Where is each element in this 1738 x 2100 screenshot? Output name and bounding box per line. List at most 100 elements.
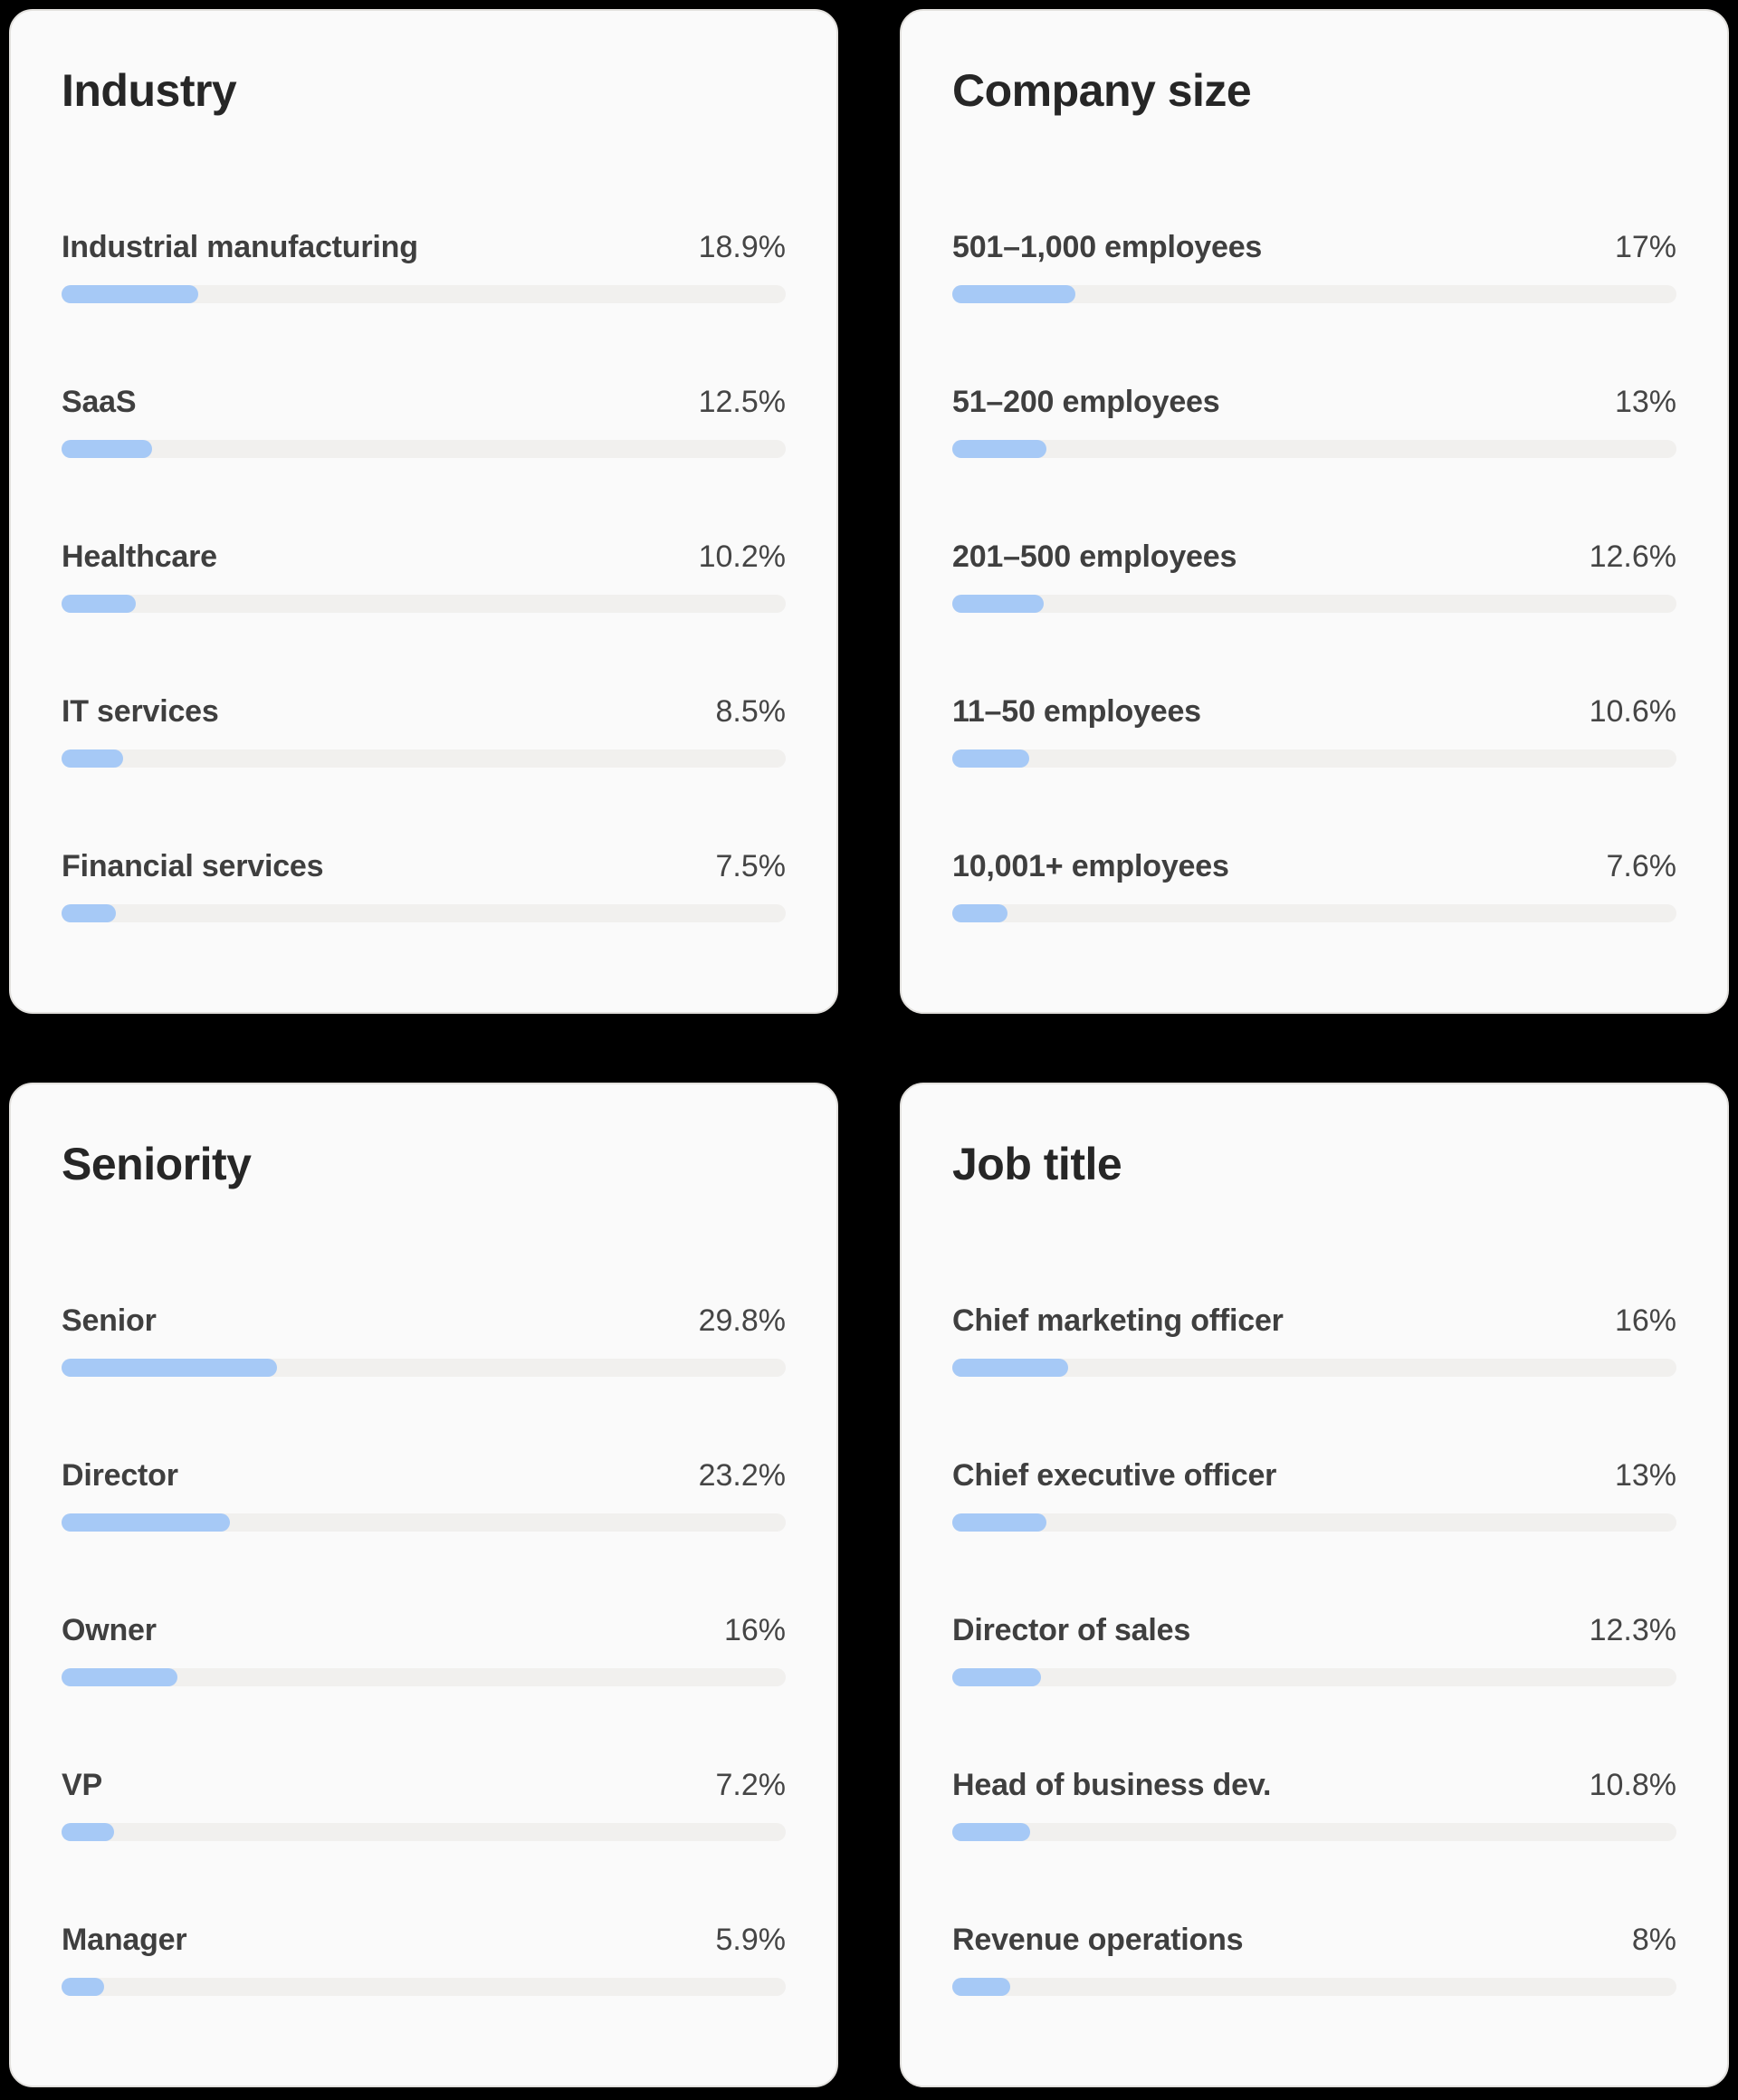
card-seniority: Seniority Senior 29.8% Director 23.2% Ow… [9,1083,838,2087]
stat-value: 10.6% [1589,693,1676,729]
progress-fill [62,1977,105,1996]
stat-value: 7.6% [1606,848,1677,883]
progress-fill [62,1667,177,1686]
stat-row-head: IT services 8.5% [62,694,786,730]
progress-track [952,1822,1676,1841]
progress-track [62,284,786,303]
stat-value: 13% [1614,384,1676,419]
progress-fill [62,903,116,922]
stat-label: 201–500 employees [952,539,1237,574]
stat-value: 7.5% [715,848,787,883]
stat-row-head: Director 23.2% [62,1458,786,1494]
stat-value: 13% [1614,1457,1676,1493]
stat-label: 10,001+ employees [952,848,1229,883]
stat-row-head: Head of business dev. 10.8% [952,1768,1676,1803]
progress-track [62,1513,786,1532]
stat-row-seniority-3: VP 7.2% [62,1768,786,1841]
stat-value: 12.5% [698,384,786,419]
stat-label: Industrial manufacturing [62,229,418,264]
stat-value: 16% [723,1612,786,1647]
progress-fill [952,1977,1010,1996]
progress-fill [62,284,199,303]
card-title: Job title [952,1139,1122,1189]
stat-row-head: 201–500 employees 12.6% [952,539,1676,575]
stat-label: Manager [62,1922,187,1957]
card-title: Industry [62,65,237,116]
stat-row-head: Healthcare 10.2% [62,539,786,575]
progress-fill [62,1822,114,1841]
stat-label: Director [62,1457,178,1493]
stat-value: 29.8% [698,1303,786,1338]
progress-fill [62,1358,278,1377]
stat-row-head: Owner 16% [62,1613,786,1648]
stat-label: 51–200 employees [952,384,1220,419]
stat-label: Owner [62,1612,157,1647]
stat-label: Chief executive officer [952,1457,1277,1493]
stat-row-head: Chief marketing officer 16% [952,1303,1676,1339]
progress-track [62,1822,786,1841]
stat-label: Healthcare [62,539,217,574]
card-rows: 501–1,000 employees 17% 51–200 employees… [952,230,1676,922]
stat-row-company-size-1: 51–200 employees 13% [952,385,1676,458]
card-rows: Industrial manufacturing 18.9% SaaS 12.5… [62,230,786,922]
stat-label: Director of sales [952,1612,1191,1647]
stat-row-head: Revenue operations 8% [952,1923,1676,1958]
progress-fill [952,594,1044,613]
stat-value: 10.8% [1589,1767,1676,1802]
progress-fill [952,1667,1042,1686]
progress-track [62,903,786,922]
card-company-size: Company size 501–1,000 employees 17% 51–… [900,9,1729,1014]
progress-fill [952,1358,1068,1377]
progress-track [62,1667,786,1686]
progress-track [952,439,1676,458]
progress-fill [952,1822,1031,1841]
progress-track [952,749,1676,768]
stat-row-industry-1: SaaS 12.5% [62,385,786,458]
stat-row-head: Financial services 7.5% [62,849,786,884]
stat-row-head: Industrial manufacturing 18.9% [62,230,786,265]
stat-value: 8.5% [715,693,787,729]
stat-row-head: 10,001+ employees 7.6% [952,849,1676,884]
stat-row-head: Senior 29.8% [62,1303,786,1339]
progress-track [62,1977,786,1996]
progress-fill [952,284,1075,303]
stat-row-company-size-3: 11–50 employees 10.6% [952,694,1676,768]
progress-track [952,1977,1676,1996]
progress-track [62,439,786,458]
stat-row-company-size-2: 201–500 employees 12.6% [952,539,1676,613]
stat-label: Senior [62,1303,157,1338]
stat-value: 17% [1614,229,1676,264]
stat-row-company-size-0: 501–1,000 employees 17% [952,230,1676,303]
progress-fill [952,439,1046,458]
stat-value: 12.6% [1589,539,1676,574]
card-title: Seniority [62,1139,252,1189]
stat-value: 10.2% [698,539,786,574]
stat-row-industry-2: Healthcare 10.2% [62,539,786,613]
progress-track [952,594,1676,613]
stat-row-industry-4: Financial services 7.5% [62,849,786,922]
stat-row-seniority-2: Owner 16% [62,1613,786,1686]
card-rows: Senior 29.8% Director 23.2% Owner 16% VP… [62,1303,786,1996]
card-job-title: Job title Chief marketing officer 16% Ch… [900,1083,1729,2087]
stat-row-job-title-2: Director of sales 12.3% [952,1613,1676,1686]
progress-track [952,1358,1676,1377]
stat-row-seniority-1: Director 23.2% [62,1458,786,1532]
card-title: Company size [952,65,1252,116]
stat-label: Financial services [62,848,324,883]
stat-value: 18.9% [698,229,786,264]
stat-label: Head of business dev. [952,1767,1272,1802]
progress-track [62,594,786,613]
stat-value: 8% [1631,1922,1676,1957]
progress-track [62,749,786,768]
stat-row-seniority-4: Manager 5.9% [62,1923,786,1996]
stat-row-seniority-0: Senior 29.8% [62,1303,786,1377]
stat-value: 12.3% [1589,1612,1676,1647]
stat-row-head: 11–50 employees 10.6% [952,694,1676,730]
stat-row-head: Chief executive officer 13% [952,1458,1676,1494]
stat-value: 16% [1614,1303,1676,1338]
stat-label: Chief marketing officer [952,1303,1284,1338]
stat-label: 501–1,000 employees [952,229,1263,264]
card-rows: Chief marketing officer 16% Chief execut… [952,1303,1676,1996]
progress-track [952,284,1676,303]
stat-label: VP [62,1767,102,1802]
